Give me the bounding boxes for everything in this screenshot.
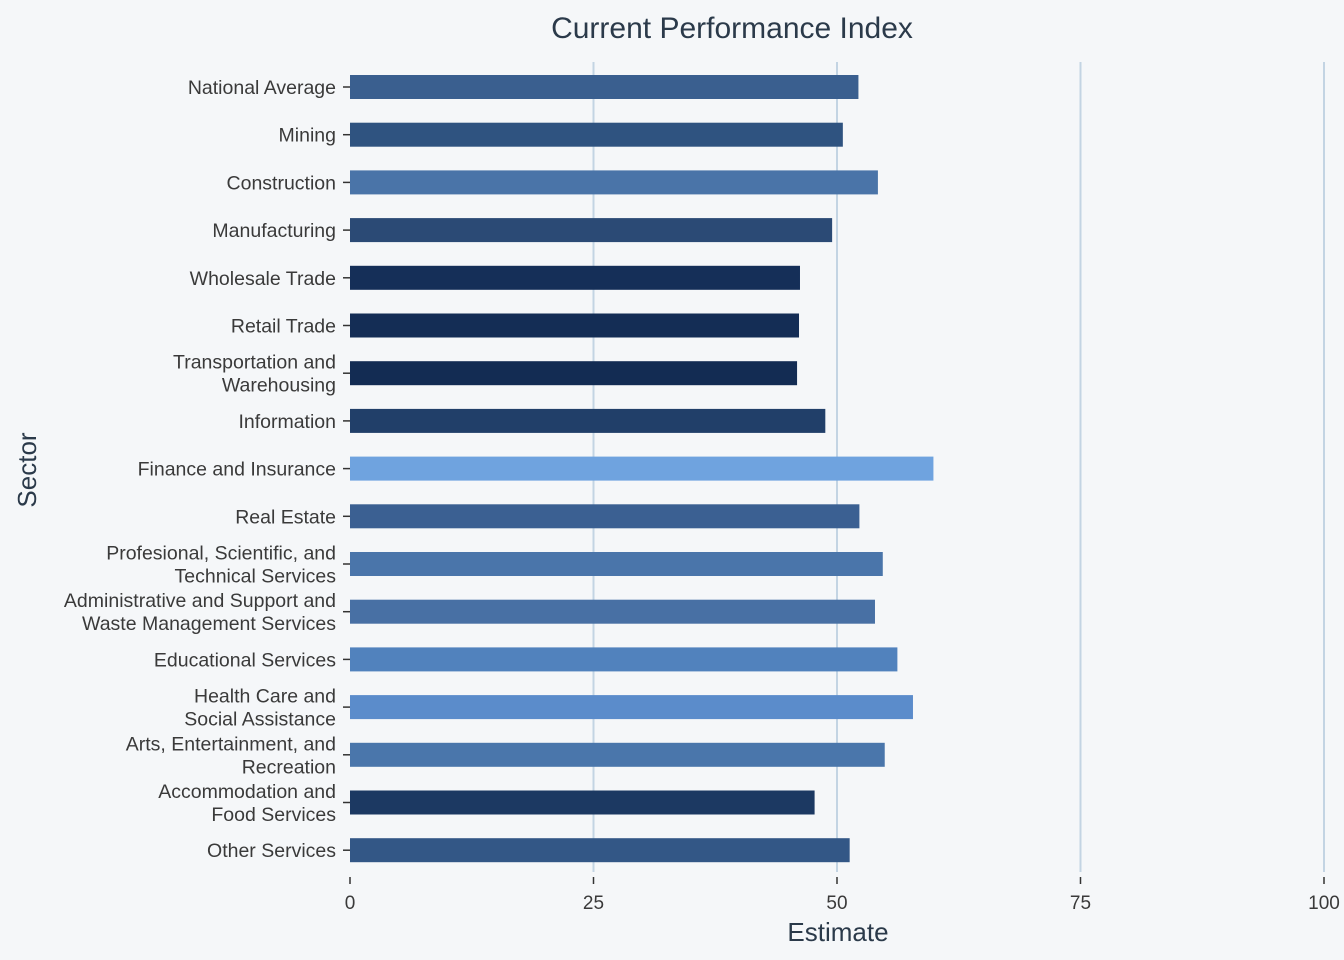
bar bbox=[350, 742, 885, 767]
category-label: Educational Services bbox=[154, 649, 336, 671]
bar bbox=[350, 504, 860, 529]
category-label: Food Services bbox=[211, 804, 336, 826]
bar bbox=[350, 265, 800, 290]
category-label: Administrative and Support and bbox=[64, 590, 336, 612]
bar bbox=[350, 75, 859, 99]
category-label: Accommodation and bbox=[158, 781, 336, 803]
x-tick-label: 75 bbox=[1070, 893, 1091, 914]
bar bbox=[350, 695, 913, 720]
category-label: Profesional, Scientific, and bbox=[106, 543, 336, 565]
category-label: Health Care and bbox=[194, 686, 336, 708]
bar bbox=[350, 408, 826, 433]
x-tick-label: 0 bbox=[345, 893, 356, 914]
chart-title: Current Performance Index bbox=[551, 12, 913, 45]
category-label: Retail Trade bbox=[231, 316, 336, 338]
category-label: Recreation bbox=[242, 756, 336, 778]
bar bbox=[350, 647, 898, 672]
category-label: Information bbox=[238, 411, 336, 433]
category-label: Finance and Insurance bbox=[138, 459, 336, 481]
bar bbox=[350, 790, 815, 815]
category-label: National Average bbox=[188, 77, 336, 99]
bars bbox=[350, 75, 934, 863]
x-axis-title: Estimate bbox=[787, 917, 888, 947]
x-tick-label: 50 bbox=[826, 893, 847, 914]
x-tick-label: 25 bbox=[583, 893, 604, 914]
category-label: Transportation and bbox=[173, 352, 336, 374]
bar bbox=[350, 313, 800, 338]
bar bbox=[350, 361, 798, 386]
category-label: Technical Services bbox=[175, 566, 337, 588]
category-label: Warehousing bbox=[222, 375, 336, 397]
category-label: Social Assistance bbox=[184, 709, 336, 731]
bar bbox=[350, 599, 875, 624]
bar bbox=[350, 122, 843, 147]
y-axis-title: Sector bbox=[12, 432, 42, 507]
category-label: Construction bbox=[227, 172, 336, 194]
bar bbox=[350, 838, 850, 863]
bar bbox=[350, 218, 833, 243]
category-label: Real Estate bbox=[235, 506, 336, 528]
category-label: Wholesale Trade bbox=[190, 268, 336, 290]
category-labels: National Average Mining Construction Manufa… bbox=[64, 77, 350, 862]
bar bbox=[350, 456, 934, 481]
x-tick-label: 100 bbox=[1308, 893, 1340, 914]
category-label: Mining bbox=[279, 125, 336, 147]
x-axis-ticks: 0 25 50 75 100 bbox=[345, 877, 1340, 914]
category-label: Manufacturing bbox=[212, 220, 336, 242]
bar bbox=[350, 552, 883, 576]
bar bbox=[350, 170, 878, 195]
category-label: Waste Management Services bbox=[82, 613, 336, 635]
category-label: Arts, Entertainment, and bbox=[126, 733, 336, 755]
category-label: Other Services bbox=[207, 840, 336, 862]
